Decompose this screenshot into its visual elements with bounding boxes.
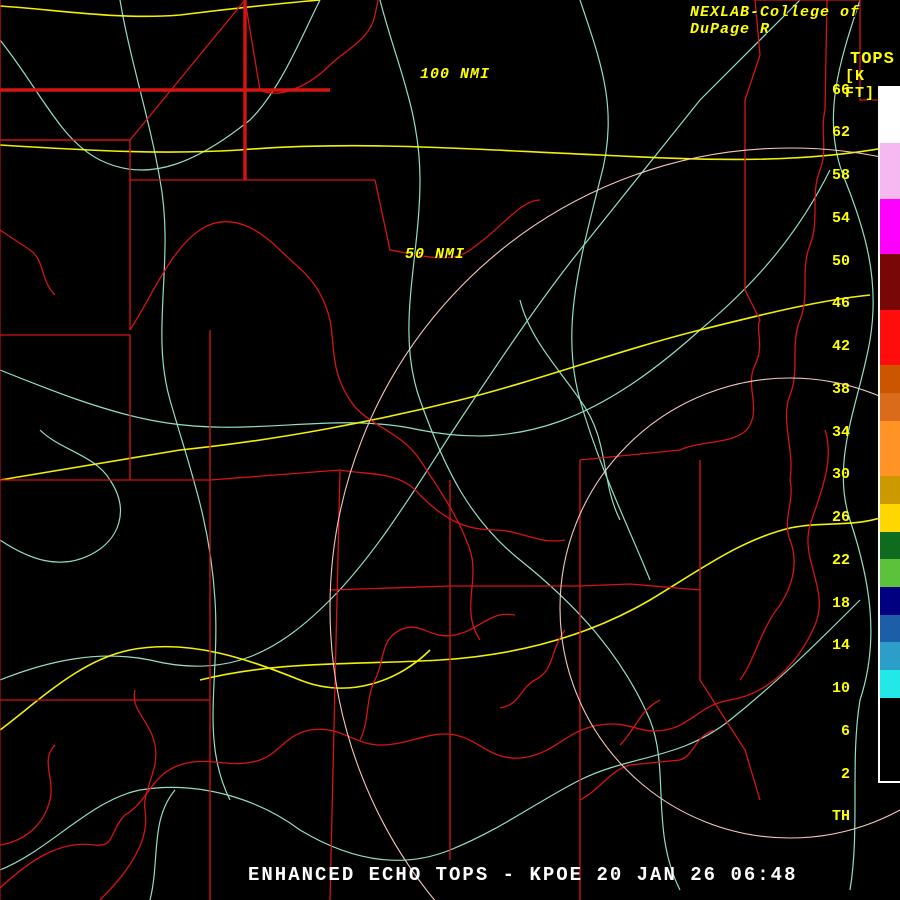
colorbar-segment-46b xyxy=(880,393,900,421)
scale-tick-54: 54 xyxy=(820,210,850,227)
scale-tick-6: 6 xyxy=(820,723,850,740)
colorbar-segment-26a xyxy=(880,532,900,560)
colorbar-segment-10b xyxy=(880,670,900,698)
colorbar-segment-38 xyxy=(880,421,900,476)
tops-label: TOPS xyxy=(850,50,895,69)
scale-tick-14: 14 xyxy=(820,637,850,654)
map-overlay-svg xyxy=(0,0,900,900)
colorbar-segment-66 xyxy=(880,88,900,143)
colorbar-segment-34a xyxy=(880,476,900,504)
scale-tick-42: 42 xyxy=(820,338,850,355)
colorbar-segment-26b xyxy=(880,559,900,587)
colorbar-segment-50 xyxy=(880,310,900,365)
scale-tick-38: 38 xyxy=(820,381,850,398)
scale-tick-46: 46 xyxy=(820,295,850,312)
scale-tick-18: 18 xyxy=(820,595,850,612)
inner-ring-label: 50 NMI xyxy=(405,246,465,263)
colorbar-segment-34b xyxy=(880,504,900,532)
colorbar-segment-58 xyxy=(880,199,900,254)
scale-tick-62: 62 xyxy=(820,124,850,141)
scale-tick-10: 10 xyxy=(820,680,850,697)
scale-tick-50: 50 xyxy=(820,253,850,270)
footer-title: ENHANCED ECHO TOPS - KPOE 20 JAN 26 06:4… xyxy=(248,864,797,886)
scale-tick-30: 30 xyxy=(820,466,850,483)
colorbar-segment-62 xyxy=(880,143,900,198)
scale-tick-TH: TH xyxy=(820,808,850,825)
outer-ring-label: 100 NMI xyxy=(420,66,490,83)
colorbar-segment-18a xyxy=(880,587,900,615)
scale-tick-26: 26 xyxy=(820,509,850,526)
radar-display-root: NEXLAB-College of DuPage R TOPS [K FT] 1… xyxy=(0,0,900,900)
echo-tops-colorbar[interactable] xyxy=(878,86,900,783)
colorbar-segment-46a xyxy=(880,365,900,393)
scale-tick-58: 58 xyxy=(820,167,850,184)
colorbar-segment-18b xyxy=(880,615,900,643)
colorbar-segment-54 xyxy=(880,254,900,309)
station-label: NEXLAB-College of DuPage R xyxy=(690,4,900,38)
scale-tick-66: 66 xyxy=(820,82,850,99)
colorbar-segment-10a xyxy=(880,642,900,670)
scale-tick-2: 2 xyxy=(820,766,850,783)
colorbar-segment-TH xyxy=(880,698,900,781)
scale-tick-22: 22 xyxy=(820,552,850,569)
scale-tick-34: 34 xyxy=(820,424,850,441)
